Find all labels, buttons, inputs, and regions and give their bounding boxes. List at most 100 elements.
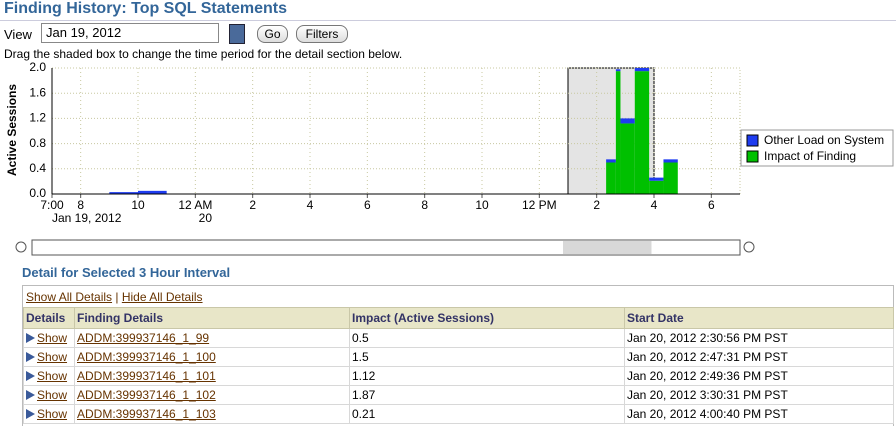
detail-table: Details Finding Details Impact (Active Ses… (23, 307, 894, 424)
header-row: Details Finding Details Impact (Active Ses… (23, 307, 894, 329)
x-date-label: Jan 19, 2012 (52, 211, 122, 225)
table-row: Show ADDM:399937146_1_103 0.21 Jan 20, 2012… (23, 404, 894, 424)
x-tick-label: 6 (708, 198, 715, 212)
area-segment (663, 162, 678, 194)
table-cell: 1.12 (349, 366, 625, 386)
table-cell: Show (23, 347, 75, 367)
table-cell: ADDM:399937146_1_102 (74, 385, 350, 405)
slider-right-arrow[interactable] (743, 241, 755, 253)
x-tick-label: 6 (364, 198, 371, 212)
x-tick-label: 10 (131, 198, 145, 212)
table-cell: 1.5 (349, 347, 625, 367)
legend-label: Other Load on System (764, 133, 884, 147)
expand-icon[interactable] (26, 352, 35, 362)
detail-links: Show All Details | Hide All Details (26, 290, 203, 304)
y-axis-label: Active Sessions (5, 84, 19, 176)
table-cell: 1.87 (349, 385, 625, 405)
area-segment (615, 71, 621, 194)
table-row: Show ADDM:399937146_1_101 1.12 Jan 20, 2012… (23, 366, 894, 386)
detail-panel: Show All Details | Hide All Details Deta… (22, 285, 894, 426)
filters-button[interactable]: Filters (296, 25, 348, 43)
table-cell: ADDM:399937146_1_103 (74, 404, 350, 424)
show-link[interactable]: Show (37, 369, 68, 383)
table-cell: Show (23, 385, 75, 405)
finding-link[interactable]: ADDM:399937146_1_102 (77, 388, 216, 402)
y-tick-label: 1.6 (29, 85, 46, 99)
table-cell: 0.21 (349, 404, 625, 424)
show-all-link[interactable]: Show All Details (26, 290, 113, 304)
table-cell: Jan 20, 2012 2:47:31 PM PST (624, 347, 894, 367)
expand-icon[interactable] (26, 390, 35, 400)
x-tick-label: 2 (249, 198, 256, 212)
slider-thumb[interactable] (563, 241, 652, 254)
area-segment (138, 190, 167, 194)
legend-box (740, 129, 894, 167)
show-link[interactable]: Show (37, 407, 68, 421)
area-segment (109, 192, 138, 194)
finding-link[interactable]: ADDM:399937146_1_103 (77, 407, 216, 421)
table-cell: Jan 20, 2012 2:30:56 PM PST (624, 328, 894, 348)
calendar-icon[interactable] (229, 24, 245, 44)
table-row: Show ADDM:399937146_1_102 1.87 Jan 20, 2012… (23, 385, 894, 405)
expand-icon[interactable] (26, 333, 35, 343)
finding-link[interactable]: ADDM:399937146_1_100 (77, 350, 216, 364)
column-header: Impact (Active Sessions) (349, 307, 625, 329)
slider-left-arrow[interactable] (15, 241, 27, 253)
area-segment (606, 159, 616, 163)
table-cell: ADDM:399937146_1_100 (74, 347, 350, 367)
expand-icon[interactable] (26, 371, 35, 381)
date-input[interactable]: Jan 19, 2012 (41, 23, 219, 43)
x-tick-label: 10 (475, 198, 489, 212)
table-cell: ADDM:399937146_1_99 (74, 328, 350, 348)
y-tick-label: 1.2 (29, 111, 46, 125)
x-date-label: 20 (199, 211, 213, 225)
hide-all-link[interactable]: Hide All Details (121, 290, 203, 304)
table-cell: Show (23, 328, 75, 348)
y-tick-label: 2.0 (29, 60, 46, 74)
detail-title: Detail for Selected 3 Hour Interval (22, 265, 231, 280)
x-tick-label: 7:00 (40, 198, 64, 212)
finding-link[interactable]: ADDM:399937146_1_99 (77, 331, 210, 345)
x-tick-label: 4 (307, 198, 314, 212)
column-header: Start Date (624, 307, 894, 329)
column-header: Finding Details (74, 307, 350, 329)
table-cell: Jan 20, 2012 3:30:31 PM PST (624, 385, 894, 405)
column-header: Details (23, 307, 75, 329)
table-cell: Jan 20, 2012 2:49:36 PM PST (624, 366, 894, 386)
x-tick-label: 2 (593, 198, 600, 212)
legend-swatch (746, 150, 759, 163)
page-title: Finding History: Top SQL Statements (4, 0, 287, 17)
table-cell: ADDM:399937146_1_101 (74, 366, 350, 386)
table-cell: Show (23, 404, 75, 424)
show-link[interactable]: Show (37, 331, 68, 345)
y-tick-label: 0.4 (29, 161, 46, 175)
x-tick-label: 8 (421, 198, 428, 212)
legend-label: Impact of Finding (764, 149, 856, 163)
legend-swatch (746, 134, 759, 147)
show-link[interactable]: Show (37, 350, 68, 364)
table-cell: Show (23, 366, 75, 386)
table-cell: Jan 20, 2012 4:00:40 PM PST (624, 404, 894, 424)
area-segment (649, 177, 664, 181)
area-segment (663, 159, 678, 163)
x-tick-label: 12 AM (178, 198, 212, 212)
view-label: View (4, 27, 32, 42)
table-cell: 0.5 (349, 328, 625, 348)
show-link[interactable]: Show (37, 388, 68, 402)
x-tick-label: 12 PM (522, 198, 557, 212)
go-button[interactable]: Go (257, 25, 288, 43)
table-row: Show ADDM:399937146_1_99 0.5 Jan 20, 2012 2… (23, 328, 894, 348)
area-segment (620, 118, 635, 124)
area-segment (634, 71, 650, 194)
chart: Active Sessions 0.0 0.4 0.8 1.2 1.6 2.0 7:00 8 1… (5, 60, 894, 256)
area-segment (634, 68, 650, 72)
area-segment (606, 162, 616, 194)
expand-icon[interactable] (26, 409, 35, 419)
separator: | (115, 290, 122, 304)
instruction: Drag the shaded box to change the time p… (4, 47, 403, 61)
table-row: Show ADDM:399937146_1_100 1.5 Jan 20, 2012 … (23, 347, 894, 367)
title-rule (0, 20, 896, 21)
x-tick-label: 4 (651, 198, 658, 212)
finding-link[interactable]: ADDM:399937146_1_101 (77, 369, 216, 383)
